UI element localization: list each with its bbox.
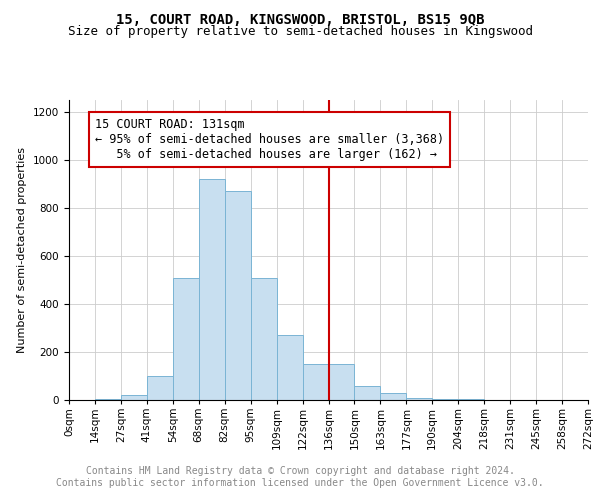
Bar [147, 376, 173, 400]
Text: Contains HM Land Registry data © Crown copyright and database right 2024.
Contai: Contains HM Land Registry data © Crown c… [56, 466, 544, 487]
Bar [302, 364, 329, 400]
Bar [225, 191, 251, 400]
Bar [355, 386, 380, 400]
Bar [277, 335, 302, 400]
Y-axis label: Number of semi-detached properties: Number of semi-detached properties [17, 147, 28, 353]
Bar [199, 179, 224, 400]
Bar [173, 278, 199, 400]
Text: 15 COURT ROAD: 131sqm
← 95% of semi-detached houses are smaller (3,368)
   5% of: 15 COURT ROAD: 131sqm ← 95% of semi-deta… [95, 118, 444, 161]
Bar [433, 399, 458, 400]
Bar [406, 398, 432, 400]
Text: Size of property relative to semi-detached houses in Kingswood: Size of property relative to semi-detach… [67, 25, 533, 38]
Bar [329, 364, 355, 400]
Bar [121, 395, 147, 400]
Text: 15, COURT ROAD, KINGSWOOD, BRISTOL, BS15 9QB: 15, COURT ROAD, KINGSWOOD, BRISTOL, BS15… [116, 12, 484, 26]
Bar [95, 399, 121, 400]
Bar [380, 393, 406, 400]
Bar [251, 278, 277, 400]
